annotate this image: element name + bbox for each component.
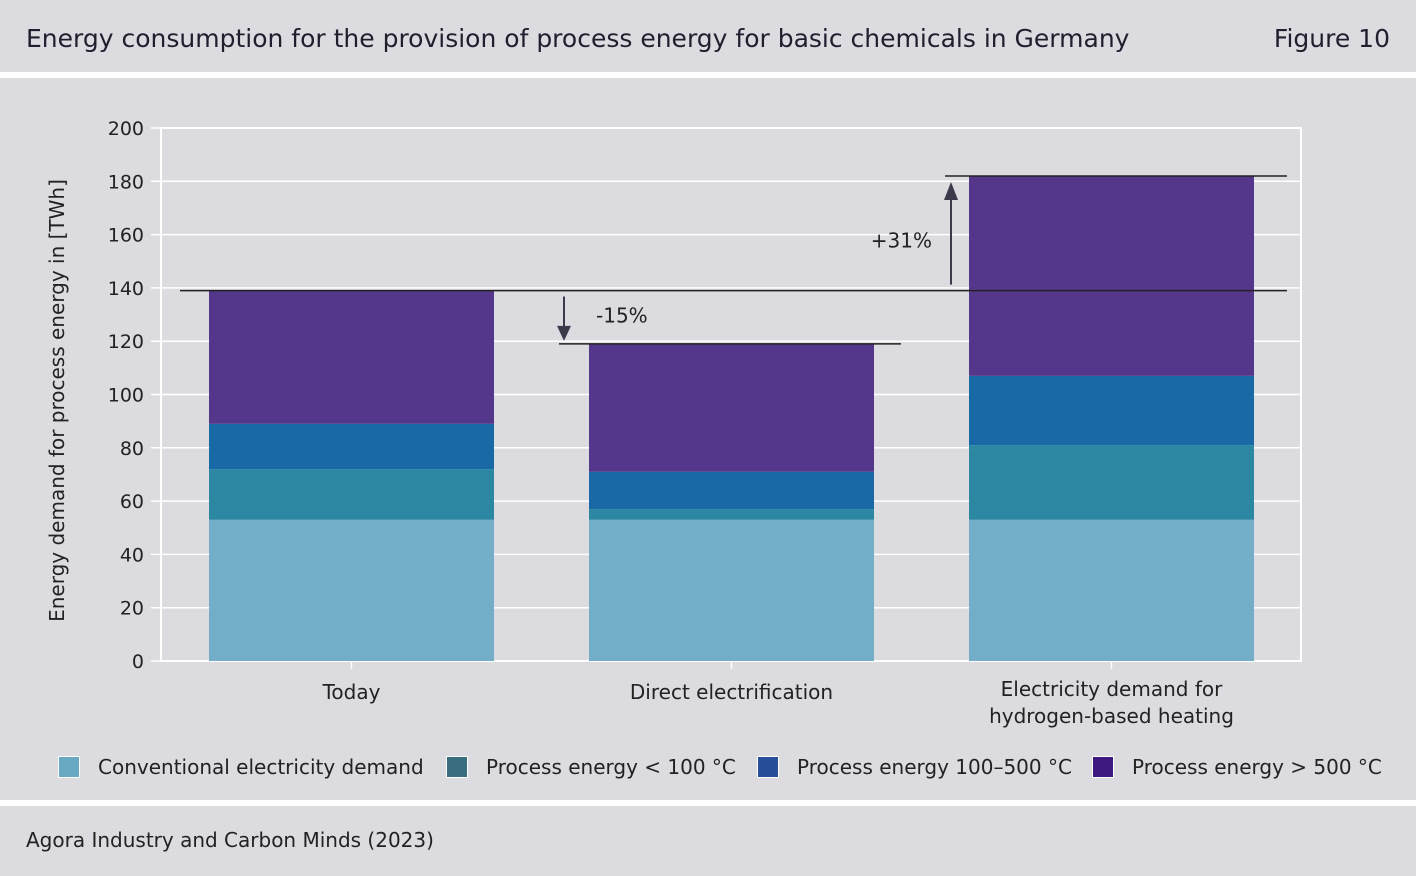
legend-item-below-100: Process energy < 100 °C	[446, 752, 736, 782]
y-tick-label: 80	[120, 438, 144, 460]
x-tick-label: hydrogen-based heating	[989, 704, 1234, 728]
bar-segment-conventional	[589, 519, 874, 661]
increase-arrow-head	[944, 181, 958, 200]
footer-divider	[0, 800, 1416, 806]
bar-segment-above500	[589, 343, 874, 472]
y-tick-label: 140	[108, 278, 144, 300]
y-tick-label: 20	[120, 598, 144, 620]
annotation-decrease: -15%	[596, 304, 648, 328]
y-tick-label: 200	[108, 118, 144, 140]
figure-number: Figure 10	[1273, 24, 1390, 53]
y-tick-label: 160	[108, 225, 144, 247]
legend-item-above-500: Process energy > 500 °C	[1092, 752, 1382, 782]
bar-segment-below100	[589, 509, 874, 520]
x-tick-label: Direct electrification	[630, 680, 833, 704]
bar-segment-above500	[209, 290, 494, 424]
stacked-bar-chart: 0 20 40 60 80 100 120 140 160 180 200 Energy demand…	[45, 118, 1302, 728]
annotation-increase: +31%	[871, 229, 932, 253]
header-divider	[0, 72, 1416, 78]
legend-item-100-500: Process energy 100–500 °C	[757, 752, 1072, 782]
figure-header: Energy consumption for the provision of …	[0, 0, 1416, 72]
figure-title: Energy consumption for the provision of …	[26, 24, 1130, 53]
bar-segment-below100	[969, 445, 1254, 520]
decrease-arrow-head	[557, 325, 571, 341]
bar-segment-below100	[209, 469, 494, 520]
chart-legend: Conventional electricity demand Process …	[0, 752, 1416, 782]
x-tick-label: Electricity demand for	[1001, 677, 1223, 701]
legend-swatch-below-100	[446, 756, 468, 778]
legend-label-conventional: Conventional electricity demand	[98, 755, 424, 779]
legend-label-below-100: Process energy < 100 °C	[486, 755, 736, 779]
x-tick-label: Today	[322, 680, 381, 704]
legend-swatch-above-500	[1092, 756, 1114, 778]
y-tick-label: 60	[120, 491, 144, 513]
legend-label-above-500: Process energy > 500 °C	[1132, 755, 1382, 779]
y-tick-label: 0	[132, 651, 144, 673]
bar-segment-mid	[209, 423, 494, 470]
legend-item-conventional: Conventional electricity demand	[58, 752, 424, 782]
legend-label-100-500: Process energy 100–500 °C	[797, 755, 1072, 779]
y-tick-label: 120	[108, 331, 144, 353]
y-tick-label: 40	[120, 544, 144, 566]
bar-segment-above500	[969, 175, 1254, 376]
source-note: Agora Industry and Carbon Minds (2023)	[26, 828, 434, 852]
bar-segment-mid	[589, 471, 874, 510]
legend-swatch-100-500	[757, 756, 779, 778]
bar-segment-mid	[969, 375, 1254, 446]
bar-segment-conventional	[209, 519, 494, 661]
y-tick-label: 180	[108, 171, 144, 193]
y-tick-label: 100	[108, 385, 144, 407]
legend-swatch-conventional	[58, 756, 80, 778]
y-axis-label: Energy demand for process energy in [TWh…	[45, 179, 69, 622]
bar-segment-conventional	[969, 519, 1254, 661]
